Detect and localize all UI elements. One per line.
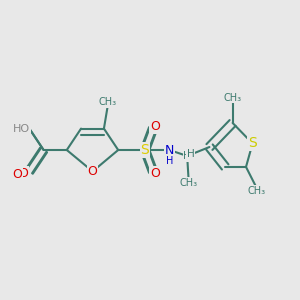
Text: H: H xyxy=(187,148,195,159)
Text: N: N xyxy=(165,143,174,157)
Text: O: O xyxy=(13,168,22,181)
Text: H: H xyxy=(184,151,191,161)
Text: S: S xyxy=(248,136,257,151)
Text: CH₃: CH₃ xyxy=(224,93,242,103)
Text: CH₃: CH₃ xyxy=(248,186,266,196)
Text: O: O xyxy=(150,167,160,180)
Text: CH₃: CH₃ xyxy=(99,98,117,107)
Text: O: O xyxy=(18,167,28,180)
Text: O: O xyxy=(88,165,98,178)
Text: HO: HO xyxy=(13,124,30,134)
Text: CH₃: CH₃ xyxy=(180,178,198,188)
Text: H: H xyxy=(166,156,173,166)
Text: H: H xyxy=(166,156,173,166)
Text: O: O xyxy=(150,120,160,133)
Text: S: S xyxy=(141,143,149,157)
